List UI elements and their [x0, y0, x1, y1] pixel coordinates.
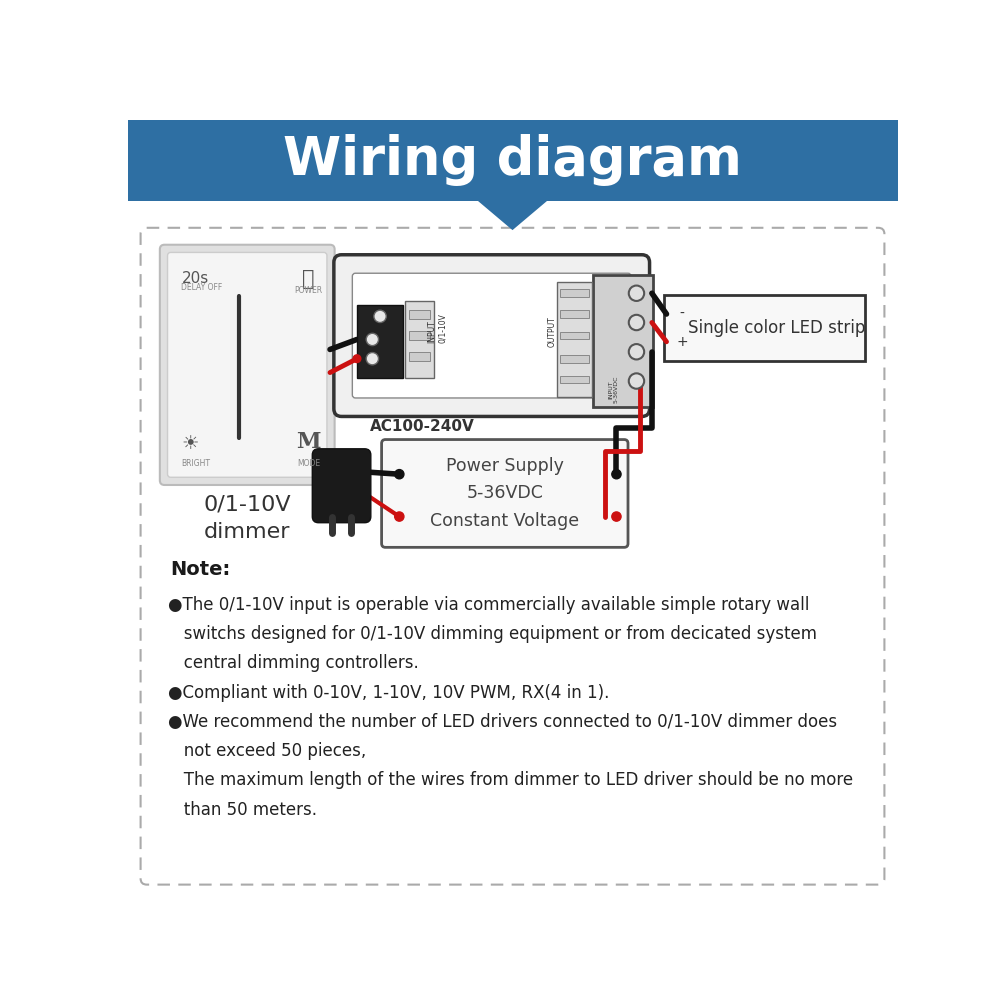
FancyBboxPatch shape: [168, 252, 327, 477]
Circle shape: [353, 355, 361, 363]
FancyBboxPatch shape: [334, 255, 650, 416]
FancyBboxPatch shape: [141, 228, 884, 885]
FancyBboxPatch shape: [382, 440, 628, 547]
Text: ☀: ☀: [181, 434, 199, 453]
Text: The maximum length of the wires from dimmer to LED driver should be no more: The maximum length of the wires from dim…: [168, 771, 853, 789]
Text: ●Compliant with 0-10V, 1-10V, 10V PWM, RX(4 in 1).: ●Compliant with 0-10V, 1-10V, 10V PWM, R…: [168, 684, 609, 702]
Bar: [560, 310, 589, 318]
Text: INPUT
0/1-10V: INPUT 0/1-10V: [427, 313, 447, 343]
Bar: [128, 120, 898, 201]
Text: Note:: Note:: [170, 560, 230, 579]
Bar: [560, 332, 589, 339]
Text: POWER: POWER: [294, 286, 323, 295]
Text: AC100-240V: AC100-240V: [370, 419, 475, 434]
FancyBboxPatch shape: [312, 449, 371, 523]
Text: DELAY OFF: DELAY OFF: [181, 283, 223, 292]
FancyBboxPatch shape: [352, 273, 631, 398]
Text: ●The 0/1-10V input is operable via commercially available simple rotary wall: ●The 0/1-10V input is operable via comme…: [168, 596, 809, 614]
Text: -: -: [679, 307, 684, 321]
Text: M: M: [296, 431, 321, 453]
Circle shape: [629, 344, 644, 359]
Text: Power Supply
5-36VDC
Constant Voltage: Power Supply 5-36VDC Constant Voltage: [430, 457, 579, 530]
Text: switchs designed for 0/1-10V dimming equipment or from decicated system: switchs designed for 0/1-10V dimming equ…: [168, 625, 817, 643]
FancyBboxPatch shape: [664, 295, 865, 361]
Text: 20s: 20s: [181, 271, 209, 286]
Bar: [409, 331, 430, 340]
Bar: [357, 305, 403, 378]
Bar: [560, 289, 589, 297]
Circle shape: [366, 353, 379, 365]
Text: +: +: [676, 335, 688, 349]
Circle shape: [629, 373, 644, 389]
Bar: [409, 352, 430, 361]
Bar: [409, 310, 430, 319]
Text: central dimming controllers.: central dimming controllers.: [168, 654, 418, 672]
Circle shape: [395, 512, 404, 521]
Polygon shape: [478, 201, 547, 230]
Text: MODE: MODE: [297, 459, 320, 468]
Circle shape: [366, 333, 379, 346]
Text: Wiring diagram: Wiring diagram: [283, 134, 742, 186]
Circle shape: [612, 512, 621, 521]
Bar: [560, 355, 589, 363]
Text: OUTPUT: OUTPUT: [548, 316, 557, 347]
Circle shape: [612, 470, 621, 479]
Text: BRIGHT: BRIGHT: [181, 459, 210, 468]
Text: INPUT
5-36VDC: INPUT 5-36VDC: [608, 376, 619, 403]
Bar: [405, 301, 434, 378]
Circle shape: [395, 470, 404, 479]
Circle shape: [374, 310, 386, 323]
Text: 0/1-10V
dimmer: 0/1-10V dimmer: [203, 494, 291, 542]
Text: not exceed 50 pieces,: not exceed 50 pieces,: [168, 742, 366, 760]
Bar: [557, 282, 592, 397]
Text: ⏻: ⏻: [302, 269, 315, 289]
Text: than 50 meters.: than 50 meters.: [168, 801, 317, 819]
Circle shape: [629, 315, 644, 330]
FancyBboxPatch shape: [160, 245, 335, 485]
Text: ●We recommend the number of LED drivers connected to 0/1-10V dimmer does: ●We recommend the number of LED drivers …: [168, 713, 837, 731]
Circle shape: [629, 286, 644, 301]
Text: Single color LED strip: Single color LED strip: [688, 319, 865, 337]
Bar: [560, 376, 589, 383]
FancyBboxPatch shape: [593, 275, 653, 407]
